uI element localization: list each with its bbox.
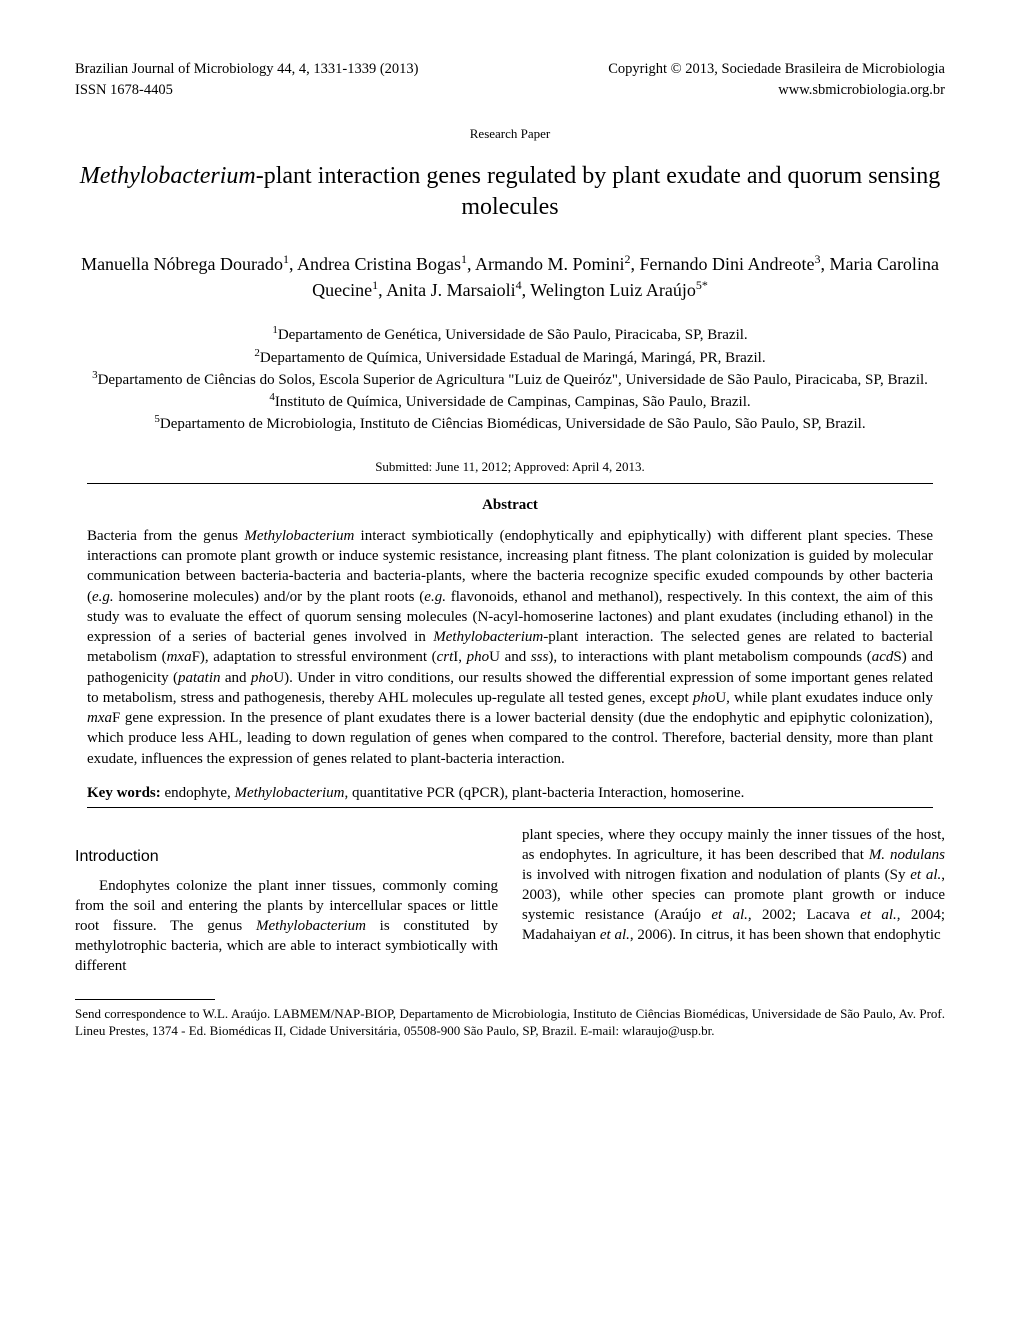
header-row: Brazilian Journal of Microbiology 44, 4,… xyxy=(75,60,945,79)
footnote-separator xyxy=(75,999,215,1000)
paper-type: Research Paper xyxy=(75,126,945,143)
keywords: Key words: endophyte, Methylobacterium, … xyxy=(87,783,933,803)
abstract-heading: Abstract xyxy=(87,496,933,516)
issn: ISSN 1678-4405 xyxy=(75,81,173,100)
authors: Manuella Nóbrega Dourado1, Andrea Cristi… xyxy=(75,251,945,303)
column-left: Introduction Endophytes colonize the pla… xyxy=(75,826,498,977)
title-genus: Methylobacterium xyxy=(80,163,256,189)
copyright: Copyright © 2013, Sociedade Brasileira d… xyxy=(608,60,945,79)
section-heading-introduction: Introduction xyxy=(75,846,498,867)
keywords-text: endophyte, Methylobacterium, quantitativ… xyxy=(161,785,745,801)
abstract-block: Abstract Bacteria from the genus Methylo… xyxy=(87,483,933,808)
intro-paragraph-right: plant species, where they occupy mainly … xyxy=(522,826,945,946)
column-right: plant species, where they occupy mainly … xyxy=(522,826,945,977)
intro-paragraph-left: Endophytes colonize the plant inner tiss… xyxy=(75,877,498,977)
publisher-url: www.sbmicrobiologia.org.br xyxy=(778,81,945,124)
submission-dates: Submitted: June 11, 2012; Approved: Apri… xyxy=(75,459,945,476)
abstract-text: Bacteria from the genus Methylobacterium… xyxy=(87,526,933,769)
affiliations: 1Departamento de Genética, Universidade … xyxy=(75,323,945,434)
journal-citation: Brazilian Journal of Microbiology 44, 4,… xyxy=(75,60,419,79)
header-row-2: ISSN 1678-4405 www.sbmicrobiologia.org.b… xyxy=(75,81,945,124)
correspondence-footnote: Send correspondence to W.L. Araújo. LABM… xyxy=(75,1006,945,1040)
rule-bottom xyxy=(87,807,933,808)
keywords-label: Key words: xyxy=(87,785,161,801)
rule-top xyxy=(87,483,933,484)
paper-title: Methylobacterium-plant interaction genes… xyxy=(75,161,945,223)
title-rest: -plant interaction genes regulated by pl… xyxy=(256,163,940,220)
body-columns: Introduction Endophytes colonize the pla… xyxy=(75,826,945,977)
